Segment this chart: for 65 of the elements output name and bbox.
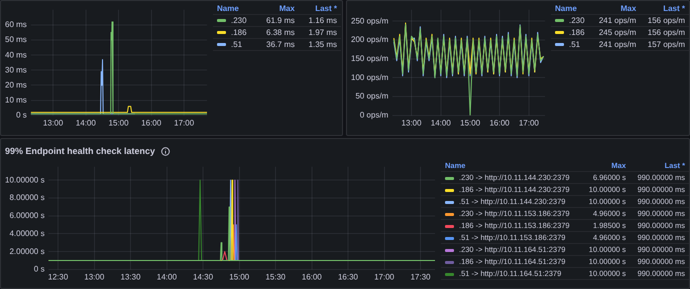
text: Max [591,3,640,14]
chart-title: 99% Endpoint health check latency [5,146,156,156]
x-tick-label: 15:30 [265,272,286,282]
y-tick-label: 30 ms [4,65,27,74]
legend-label: .186 [231,28,247,37]
y-tick-label: 0 s [16,110,27,120]
text: Name [213,3,257,14]
text: 157 ops/m [640,38,689,50]
y-tick-label: 6.00000 s [9,211,45,220]
x-tick-label: 12:30 [48,272,69,282]
x-tick-label: 17:00 [374,272,395,282]
x-tick-label: 14:00 [430,118,452,128]
text: Name [551,3,592,14]
x-tick-label: 17:00 [174,118,195,128]
y-tick-label: 60 ms [4,20,27,30]
y-tick-label: 2.00000 s [9,246,45,256]
x-tick-label: 13:30 [120,272,142,282]
x-tick-label: 16:00 [302,272,322,282]
x-tick-label: 14:30 [192,272,214,282]
y-tick-label: 10.00000 s [4,175,45,184]
y-tick-label: 8.00000 s [9,193,45,202]
y-tick-label: 50 ms [4,35,27,44]
text: 6.38 ms [256,26,299,38]
text: 241 ops/m [591,14,640,26]
y-tick-label: 50 ops/m [355,92,389,101]
text: 241 ops/m [591,38,640,50]
text: 1.35 ms [298,38,341,50]
x-tick-label: 13:00 [84,272,105,282]
legend-label: .230 [231,16,247,25]
text: 156 ops/m [640,14,689,26]
y-tick-label: 4.00000 s [9,228,45,238]
y-tick-label: 100 ops/m [350,72,389,82]
x-tick-label: 15:00 [460,118,481,128]
text: 245 ops/m [591,26,640,38]
text: Max [256,3,299,14]
text: 1.97 ms [298,26,341,38]
y-tick-label: 250 ops/m [350,16,389,26]
text: Last * [298,3,341,14]
text: Last * [640,3,689,14]
y-tick-label: 0 s [34,264,45,274]
text: 61.9 ms [256,14,299,26]
x-tick-label: 17:00 [518,118,540,128]
y-tick-label: 10 ms [4,96,27,105]
y-tick-label: 150 ops/m [350,54,389,64]
legend-label: .186 [569,28,585,37]
legend-label: .51 [569,40,580,49]
y-tick-label: 40 ms [4,50,27,60]
x-tick-label: 13:00 [401,118,422,128]
x-tick-label: 16:00 [141,118,162,128]
x-tick-label: 14:00 [156,272,178,282]
x-tick-label: 16:30 [338,272,359,282]
x-tick-label: 15:00 [229,272,250,282]
text: 36.7 ms [256,38,299,50]
y-tick-label: 20 ms [4,80,27,90]
x-tick-label: 17:30 [410,272,432,282]
y-tick-label: 200 ops/m [350,35,389,44]
text: 1.16 ms [298,14,341,26]
legend-label: .230 [569,16,585,25]
x-tick-label: 14:00 [76,118,96,128]
legend-label: .51 [231,40,242,49]
x-tick-label: 16:00 [489,118,510,128]
x-tick-label: 13:00 [43,118,64,128]
y-tick-label: 0 ops/m [360,110,389,120]
x-tick-label: 15:00 [108,118,130,128]
text: 156 ops/m [640,26,689,38]
